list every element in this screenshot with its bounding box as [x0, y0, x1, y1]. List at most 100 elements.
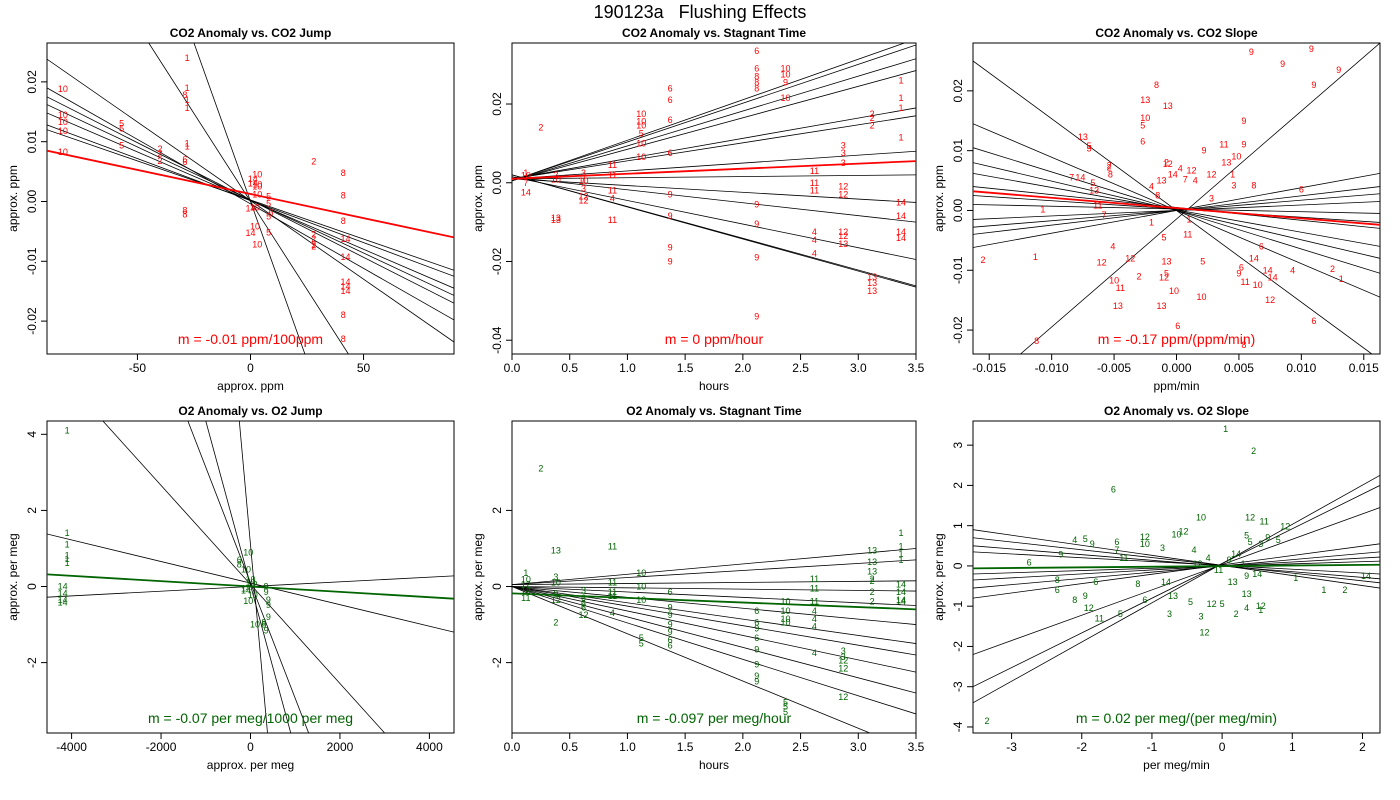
data-point: 8 — [1251, 180, 1256, 190]
data-point: 1 — [1223, 424, 1228, 434]
data-point: 9 — [266, 595, 271, 605]
data-point: 2 — [870, 109, 875, 119]
data-point: 5 — [1162, 232, 1167, 242]
data-point: 3 — [1231, 180, 1236, 190]
fit-line — [512, 586, 916, 694]
data-point: 5 — [639, 129, 644, 139]
x-tick-label: 1.5 — [677, 361, 694, 375]
data-point: 5 — [266, 198, 271, 208]
x-tick-label: 1.0 — [619, 740, 636, 754]
x-tick-label: 0.0 — [504, 361, 521, 375]
data-point: 14 — [340, 277, 350, 287]
data-point: 12 — [579, 195, 589, 205]
x-axis-label: hours — [699, 379, 729, 393]
data-point: 13 — [867, 566, 877, 576]
data-point: 12 — [1265, 295, 1275, 305]
data-point: 11 — [1260, 517, 1269, 527]
data-point: 13 — [1157, 301, 1167, 311]
data-point: 1 — [1230, 170, 1235, 180]
fit-line — [512, 586, 916, 656]
data-point: 9 — [1241, 116, 1246, 126]
x-tick-label: 0 — [247, 740, 254, 754]
data-point: 14 — [248, 174, 258, 184]
x-tick-label: 2.5 — [792, 740, 809, 754]
fit-line — [512, 44, 916, 182]
y-tick-label: -0.01 — [951, 256, 965, 284]
fit-line — [973, 543, 1380, 599]
data-point: 4 — [610, 608, 615, 618]
data-point: 9 — [1058, 550, 1063, 560]
data-point: 1 — [1241, 559, 1246, 569]
data-point: 9 — [754, 644, 759, 654]
fit-line — [512, 70, 916, 182]
data-point: 10 — [551, 175, 561, 185]
x-tick-label: 0.0 — [504, 740, 521, 754]
data-point: 8 — [1072, 595, 1077, 605]
data-point: 14 — [1161, 577, 1171, 587]
data-point: 2 — [870, 576, 875, 586]
y-tick-label: 2 — [25, 507, 39, 514]
fit-line — [973, 507, 1380, 655]
data-point: 12 — [1179, 527, 1189, 537]
data-point: 6 — [1111, 484, 1116, 494]
data-point: 4 — [1193, 176, 1198, 186]
panel-title: O2 Anomaly vs. O2 Jump — [178, 404, 322, 418]
data-point: 10 — [781, 64, 791, 74]
x-tick-label: 2000 — [327, 740, 354, 754]
data-point: 7 — [1183, 174, 1188, 184]
y-tick-label: 0.01 — [25, 130, 39, 154]
fit-line — [512, 150, 916, 180]
data-point: 9 — [668, 610, 673, 620]
data-point: 7 — [523, 178, 528, 188]
data-point: 8 — [341, 191, 346, 201]
data-point: 10 — [579, 176, 589, 186]
data-point: 5 — [1118, 609, 1123, 619]
y-tick-label: 0 — [25, 583, 39, 590]
data-point: 14 — [340, 234, 350, 244]
data-point: 11 — [1183, 229, 1192, 239]
data-point: 10 — [781, 614, 791, 624]
x-tick-label: 0 — [247, 361, 254, 375]
data-point: 14 — [1075, 173, 1085, 183]
panel-title: CO2 Anomaly vs. CO2 Jump — [170, 26, 332, 40]
data-point: 1 — [185, 138, 190, 148]
data-point: 13 — [838, 239, 848, 249]
figure-title: 190123a Flushing Effects — [593, 2, 807, 22]
data-point: 8 — [341, 310, 346, 320]
plot-frame — [46, 42, 455, 355]
data-point: 14 — [241, 585, 251, 595]
y-tick-label: 0.00 — [25, 189, 39, 213]
data-point: 10 — [252, 189, 262, 199]
fit-line — [1020, 43, 1380, 354]
data-point: 6 — [668, 640, 673, 650]
data-point: 14 — [896, 597, 906, 607]
data-point: 12 — [838, 656, 848, 666]
data-point: 9 — [1236, 268, 1241, 278]
data-point: 14 — [58, 595, 68, 605]
data-point: 13 — [1157, 176, 1167, 186]
data-point: 9 — [668, 211, 673, 221]
data-point: 4 — [812, 606, 817, 616]
data-point: 9 — [1336, 65, 1341, 75]
data-point: 2 — [311, 229, 316, 239]
y-tick-label: 0.00 — [951, 198, 965, 222]
data-point: 6 — [754, 46, 759, 56]
data-point: 2 — [1330, 264, 1335, 274]
data-point: 11 — [608, 542, 617, 552]
data-point: 4 — [1244, 603, 1249, 613]
data-point: 2 — [870, 113, 875, 123]
data-point: 4 — [1110, 241, 1115, 251]
panel-title: O2 Anomaly vs. Stagnant Time — [626, 404, 802, 418]
y-tick-label: 0.00 — [490, 171, 504, 195]
data-point: 6 — [668, 95, 673, 105]
data-point: 12 — [1125, 253, 1135, 263]
data-point: 10 — [1171, 530, 1181, 540]
data-point: 14 — [521, 188, 531, 198]
data-point: 13 — [867, 286, 877, 296]
y-axis-label: approx. ppm — [6, 165, 20, 232]
data-point: 13 — [1162, 256, 1172, 266]
data-point: 6 — [754, 606, 759, 616]
panel-title: CO2 Anomaly vs. Stagnant Time — [622, 26, 806, 40]
data-point: 10 — [1196, 292, 1206, 302]
data-point: 10 — [1140, 539, 1150, 549]
